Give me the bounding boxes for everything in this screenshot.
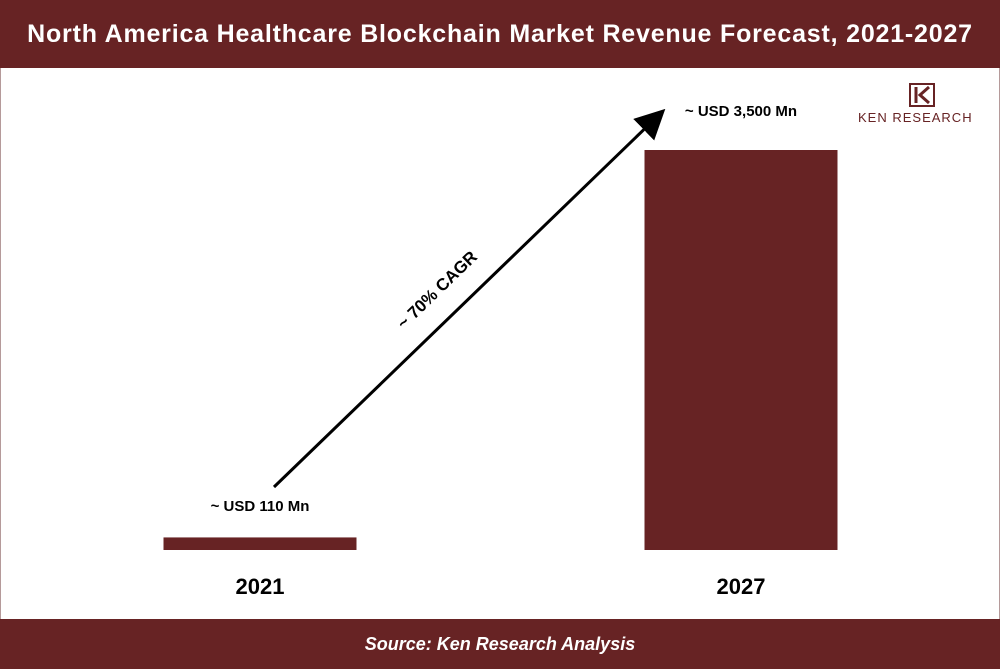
source-text: Source: Ken Research Analysis <box>364 633 636 654</box>
cagr-annotation: ~ 70% CAGR <box>393 247 481 333</box>
x-tick-label-2027: 2027 <box>717 574 766 599</box>
chart-title-bar: North America Healthcare Blockchain Mark… <box>0 0 1000 68</box>
chart-title: North America Healthcare Blockchain Mark… <box>27 19 973 48</box>
cagr-arrow <box>272 108 666 489</box>
ken-research-logo-icon <box>909 83 935 107</box>
ken-research-logo: KEN RESEARCH <box>858 82 990 130</box>
x-tick-label-2021: 2021 <box>236 574 285 599</box>
brand-name: KEN RESEARCH <box>858 110 973 125</box>
data-label-2021: ~ USD 110 Mn <box>211 498 310 515</box>
bar-2021 <box>163 537 357 550</box>
source-bar: Source: Ken Research Analysis <box>0 619 1000 669</box>
chart-svg: 2021 2027 ~ USD 110 Mn ~ USD 3,500 Mn ~ 70% … <box>163 103 838 599</box>
data-label-2027: ~ USD 3,500 Mn <box>685 103 797 120</box>
chart-area: 2021 2027 ~ USD 110 Mn ~ USD 3,500 Mn ~ 70% … <box>0 68 1000 619</box>
bar-2027 <box>644 150 838 550</box>
